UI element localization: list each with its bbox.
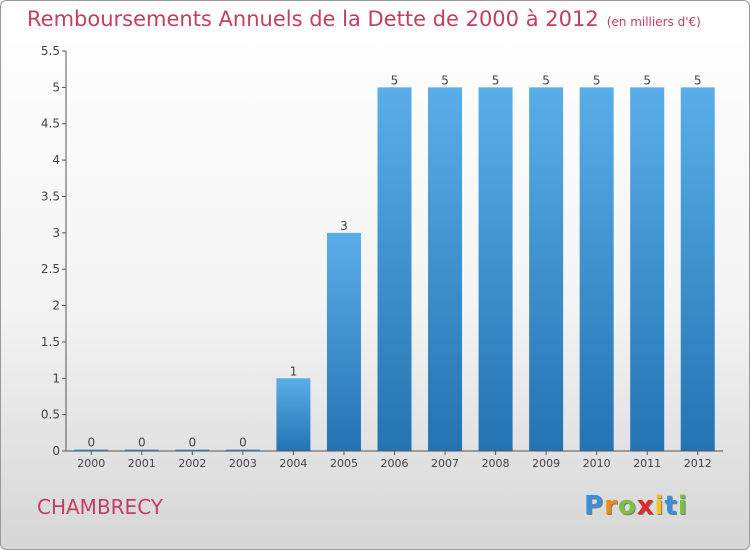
bar-value-label: 5 [643, 73, 651, 87]
logo-letter: i [677, 491, 688, 521]
y-tick-label: 3 [52, 226, 60, 240]
chart-title: Remboursements Annuels de la Dette de 20… [27, 7, 701, 31]
bar-value-label: 0 [239, 436, 247, 450]
bar [124, 449, 159, 451]
y-tick-label: 2.5 [41, 262, 60, 276]
y-tick-label: 5.5 [41, 44, 60, 58]
logo-letter: r [604, 491, 618, 521]
y-tick-label: 3.5 [41, 189, 60, 203]
x-tick-label: 2010 [583, 457, 611, 470]
x-tick-label: 2007 [431, 457, 459, 470]
y-tick-label: 4.5 [41, 117, 60, 131]
chart-unit-note: (en milliers d'€) [606, 15, 701, 29]
bar [529, 87, 564, 451]
y-axis: 0 0.5 1 1.5 2 2.5 3 3.5 4 4.5 5 5.5 [41, 44, 67, 458]
x-axis: 2000 2001 2002 2003 2004 2005 2006 2007 2008 2009… [66, 450, 723, 470]
x-tick-label: 2008 [482, 457, 510, 470]
bar [579, 87, 614, 451]
bar [377, 87, 412, 451]
x-tick-label: 2003 [229, 457, 257, 470]
bar [225, 449, 260, 451]
x-tick-label: 2002 [178, 457, 206, 470]
bar [74, 449, 109, 451]
bar-value-label: 1 [290, 364, 298, 378]
y-tick-label: 5 [52, 80, 60, 94]
bar [478, 87, 513, 451]
x-tick-label: 2000 [77, 457, 105, 470]
y-tick-label: 1 [52, 371, 60, 385]
y-tick-label: 4 [52, 153, 60, 167]
bar-value-label: 5 [492, 73, 500, 87]
x-tick-label: 2005 [330, 457, 358, 470]
bar-value-label: 5 [441, 73, 449, 87]
bar [326, 232, 361, 451]
bar-value-label: 0 [189, 436, 197, 450]
x-tick-label: 2009 [532, 457, 560, 470]
proxiti-logo: Proxiti [584, 491, 688, 521]
logo-letter: o [617, 491, 637, 521]
bar-value-label: 0 [138, 436, 146, 450]
logo-letter: P [584, 491, 605, 521]
x-tick-label: 2012 [684, 457, 712, 470]
y-tick-label: 2 [52, 299, 60, 313]
logo-letter: i [654, 491, 665, 521]
x-tick-label: 2011 [633, 457, 661, 470]
chart-title-text: Remboursements Annuels de la Dette de 20… [27, 7, 599, 31]
bar-value-label: 5 [694, 73, 702, 87]
commune-name: CHAMBRECY [37, 495, 164, 519]
bar-value-label: 5 [542, 73, 550, 87]
bars: 0 0 0 0 1 3 5 5 5 5 5 5 5 [74, 73, 715, 451]
y-tick-label: 0 [52, 444, 60, 458]
bar [276, 378, 311, 451]
logo-letter: t [664, 491, 678, 521]
logo-letter: x [636, 491, 655, 521]
bar [680, 87, 715, 451]
bar-value-label: 3 [340, 219, 348, 233]
x-tick-label: 2004 [279, 457, 307, 470]
y-tick-label: 1.5 [41, 335, 60, 349]
bar-value-label: 5 [593, 73, 601, 87]
bar-value-label: 5 [391, 73, 399, 87]
y-tick-label: 0.5 [41, 408, 60, 422]
bar [175, 449, 210, 451]
x-tick-label: 2006 [381, 457, 409, 470]
x-tick-label: 2001 [128, 457, 156, 470]
bar [428, 87, 463, 451]
bar [630, 87, 665, 451]
bar-value-label: 0 [87, 436, 95, 450]
